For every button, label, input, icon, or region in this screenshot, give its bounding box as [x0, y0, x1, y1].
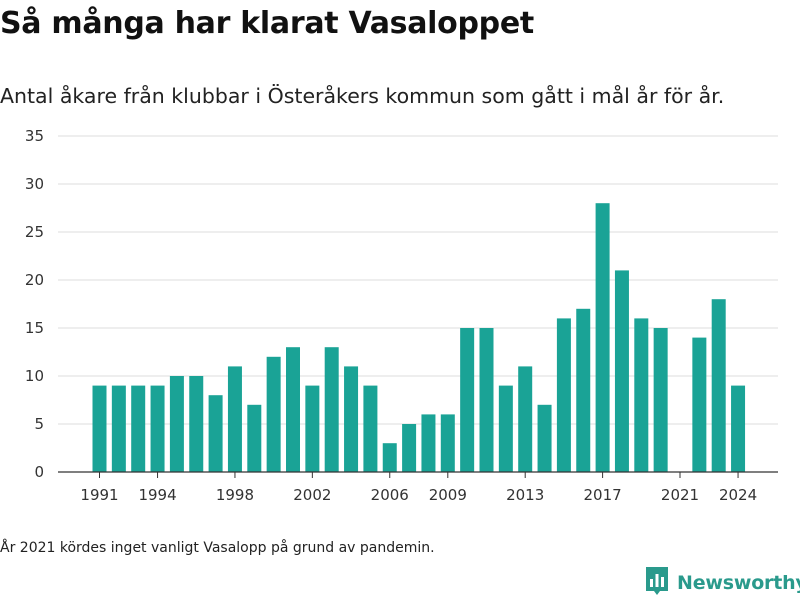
- x-tick-label: 2002: [293, 486, 331, 504]
- bar: [576, 308, 591, 472]
- x-tick-label: 2017: [584, 486, 622, 504]
- bar: [498, 385, 513, 472]
- bar: [518, 366, 533, 472]
- x-tick-label: 2009: [429, 486, 467, 504]
- bar: [324, 347, 339, 472]
- y-tick-label: 10: [25, 367, 44, 385]
- y-tick-label: 25: [25, 223, 44, 241]
- chart-title: Så många har klarat Vasaloppet: [0, 6, 534, 41]
- bar: [556, 318, 571, 472]
- bar: [711, 299, 726, 472]
- x-tick-label: 2021: [661, 486, 699, 504]
- x-tick-label: 2006: [371, 486, 409, 504]
- bar: [131, 385, 146, 472]
- bar: [634, 318, 649, 472]
- bar: [227, 366, 242, 472]
- y-tick-label: 35: [25, 127, 44, 145]
- bar: [150, 385, 165, 472]
- bar: [305, 385, 320, 472]
- bar: [653, 328, 668, 472]
- x-tick-label: 1998: [216, 486, 254, 504]
- brand-logo: Newsworthy: [644, 567, 800, 599]
- bar: [692, 337, 707, 472]
- bars: [92, 203, 746, 472]
- bar: [421, 414, 436, 472]
- newsworthy-logo-icon: [644, 565, 670, 601]
- bar: [440, 414, 455, 472]
- bar: [479, 328, 494, 472]
- chart-subtitle: Antal åkare från klubbar i Österåkers ko…: [0, 84, 725, 108]
- bar: [614, 270, 629, 472]
- bar: [382, 443, 397, 472]
- bar: [169, 376, 184, 472]
- y-axis-ticks: 0 5 10 15 20 25 30 35: [25, 127, 44, 481]
- y-tick-label: 0: [34, 463, 44, 481]
- x-tick-label: 1994: [138, 486, 176, 504]
- bar: [363, 385, 378, 472]
- bar: [731, 385, 746, 472]
- footnote: År 2021 kördes inget vanligt Vasalopp på…: [0, 540, 435, 556]
- x-tick-label: 2024: [719, 486, 757, 504]
- bar: [111, 385, 126, 472]
- x-tick-label: 2013: [506, 486, 544, 504]
- bar: [286, 347, 300, 472]
- grid-lines: [58, 135, 778, 425]
- bar: [595, 203, 610, 472]
- bar: [344, 366, 359, 472]
- y-tick-label: 5: [34, 415, 44, 433]
- bar: [247, 404, 262, 472]
- y-tick-label: 20: [25, 271, 44, 289]
- bar: [402, 424, 417, 472]
- bar: [460, 328, 475, 472]
- bar: [92, 385, 107, 472]
- x-tick-label: 1991: [80, 486, 118, 504]
- brand-name: Newsworthy: [677, 572, 800, 594]
- bar: [208, 395, 223, 472]
- x-axis-ticks: 1991 1994 1998 2002 2006 2009 2013 2017 2021 2024: [80, 472, 757, 504]
- bar: [189, 376, 204, 472]
- bar: [266, 356, 281, 472]
- bar-chart: 0 5 10 15 20 25 30 35 1991 1994 1998 2002 2006 2009 2…: [25, 127, 778, 504]
- y-tick-label: 30: [25, 175, 44, 193]
- y-tick-label: 15: [25, 319, 44, 337]
- bar: [537, 404, 552, 472]
